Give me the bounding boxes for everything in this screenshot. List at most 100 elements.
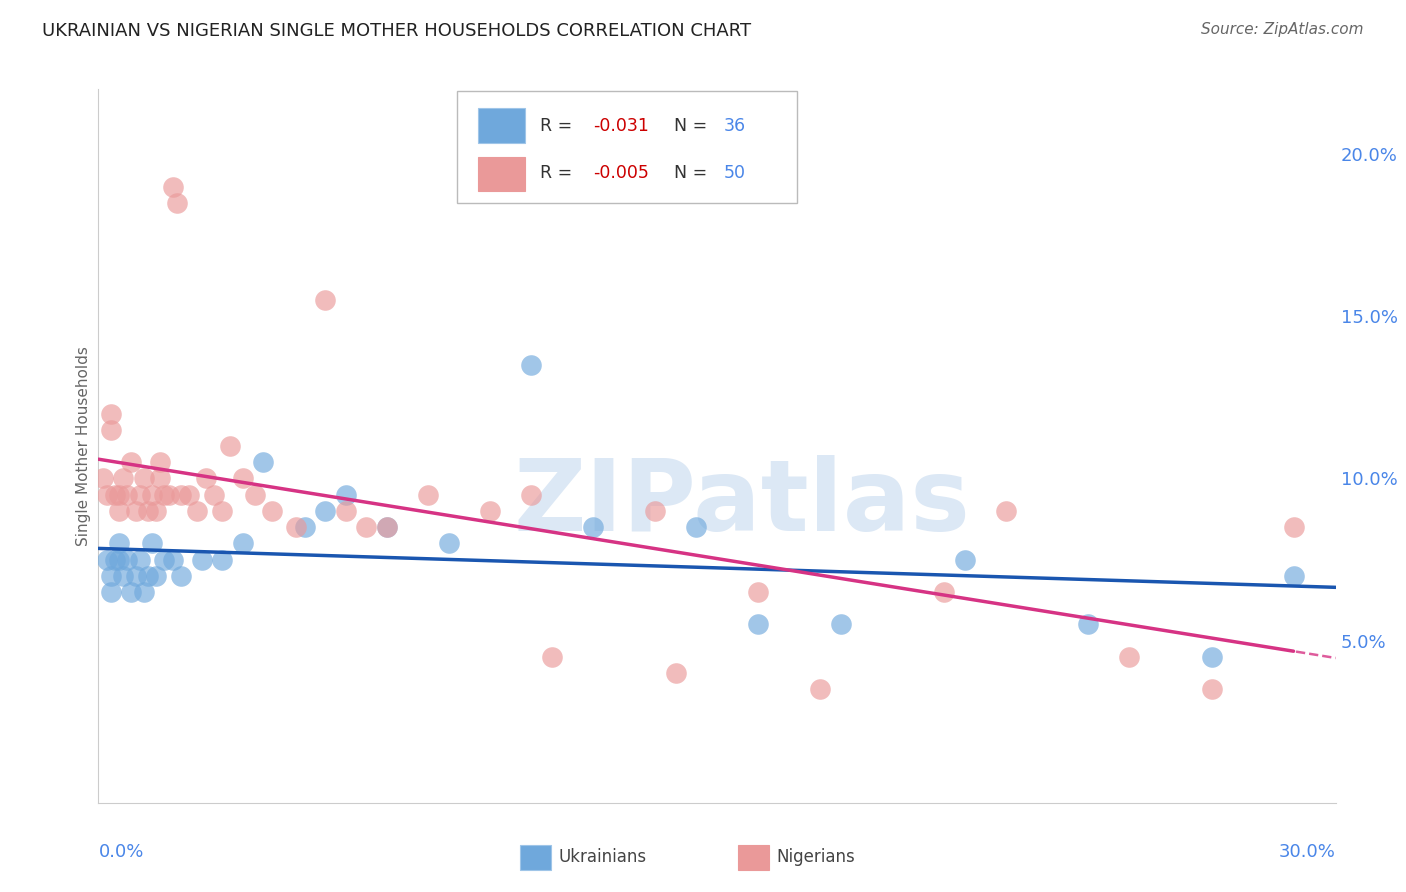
- Point: [1284, 520, 1306, 534]
- Point: [1201, 649, 1223, 664]
- Point: [582, 520, 605, 534]
- Point: [124, 504, 146, 518]
- Point: [149, 471, 172, 485]
- Point: [120, 585, 142, 599]
- Text: UKRAINIAN VS NIGERIAN SINGLE MOTHER HOUSEHOLDS CORRELATION CHART: UKRAINIAN VS NIGERIAN SINGLE MOTHER HOUS…: [42, 22, 751, 40]
- Point: [157, 488, 180, 502]
- Point: [232, 536, 254, 550]
- Point: [260, 504, 283, 518]
- Point: [356, 520, 378, 534]
- Point: [100, 585, 122, 599]
- Point: [685, 520, 707, 534]
- Point: [314, 504, 336, 518]
- Point: [541, 649, 564, 664]
- Text: N =: N =: [673, 164, 713, 182]
- Point: [162, 179, 184, 194]
- Point: [211, 504, 233, 518]
- Point: [232, 471, 254, 485]
- Point: [665, 666, 688, 681]
- Point: [243, 488, 266, 502]
- Point: [186, 504, 208, 518]
- Point: [520, 488, 543, 502]
- Point: [747, 585, 769, 599]
- Y-axis label: Single Mother Households: Single Mother Households: [76, 346, 91, 546]
- Point: [96, 488, 118, 502]
- Text: Nigerians: Nigerians: [776, 848, 855, 866]
- Text: R =: R =: [540, 117, 578, 135]
- Text: Source: ZipAtlas.com: Source: ZipAtlas.com: [1201, 22, 1364, 37]
- Point: [932, 585, 955, 599]
- Point: [153, 552, 176, 566]
- Point: [136, 568, 159, 582]
- Point: [418, 488, 440, 502]
- Point: [335, 488, 357, 502]
- Point: [747, 617, 769, 632]
- Point: [100, 407, 122, 421]
- Point: [219, 439, 242, 453]
- Point: [128, 552, 150, 566]
- Text: -0.031: -0.031: [593, 117, 650, 135]
- Point: [166, 195, 188, 210]
- Point: [136, 504, 159, 518]
- Point: [520, 358, 543, 372]
- Point: [294, 520, 316, 534]
- Point: [202, 488, 225, 502]
- Point: [375, 520, 398, 534]
- Point: [830, 617, 852, 632]
- Text: 36: 36: [723, 117, 745, 135]
- Point: [100, 568, 122, 582]
- Text: Ukrainians: Ukrainians: [558, 848, 647, 866]
- Point: [211, 552, 233, 566]
- Point: [335, 504, 357, 518]
- Point: [170, 568, 193, 582]
- FancyBboxPatch shape: [478, 109, 526, 143]
- Point: [112, 568, 135, 582]
- Point: [112, 471, 135, 485]
- Text: R =: R =: [540, 164, 578, 182]
- Point: [179, 488, 201, 502]
- Point: [149, 455, 172, 469]
- Point: [162, 552, 184, 566]
- Point: [1077, 617, 1099, 632]
- Point: [437, 536, 460, 550]
- Point: [479, 504, 502, 518]
- Point: [644, 504, 666, 518]
- FancyBboxPatch shape: [457, 91, 797, 203]
- Point: [153, 488, 176, 502]
- Point: [314, 293, 336, 307]
- Point: [375, 520, 398, 534]
- Text: 50: 50: [723, 164, 745, 182]
- Point: [132, 471, 155, 485]
- Point: [1201, 682, 1223, 697]
- Point: [108, 504, 131, 518]
- Point: [141, 536, 163, 550]
- Point: [808, 682, 831, 697]
- Point: [145, 568, 167, 582]
- Point: [1284, 568, 1306, 582]
- Point: [994, 504, 1017, 518]
- Point: [190, 552, 212, 566]
- Point: [132, 585, 155, 599]
- Point: [104, 488, 127, 502]
- Point: [117, 488, 139, 502]
- Text: ZIPatlas: ZIPatlas: [513, 455, 970, 551]
- Point: [953, 552, 976, 566]
- Text: 0.0%: 0.0%: [98, 843, 143, 861]
- Point: [141, 488, 163, 502]
- Point: [108, 552, 131, 566]
- Point: [104, 552, 127, 566]
- Point: [96, 552, 118, 566]
- Point: [170, 488, 193, 502]
- Point: [120, 455, 142, 469]
- Point: [252, 455, 274, 469]
- FancyBboxPatch shape: [478, 157, 526, 191]
- Point: [124, 568, 146, 582]
- Point: [100, 423, 122, 437]
- Point: [128, 488, 150, 502]
- Point: [194, 471, 217, 485]
- Point: [145, 504, 167, 518]
- Point: [117, 552, 139, 566]
- Point: [285, 520, 308, 534]
- Point: [91, 471, 114, 485]
- Text: -0.005: -0.005: [593, 164, 650, 182]
